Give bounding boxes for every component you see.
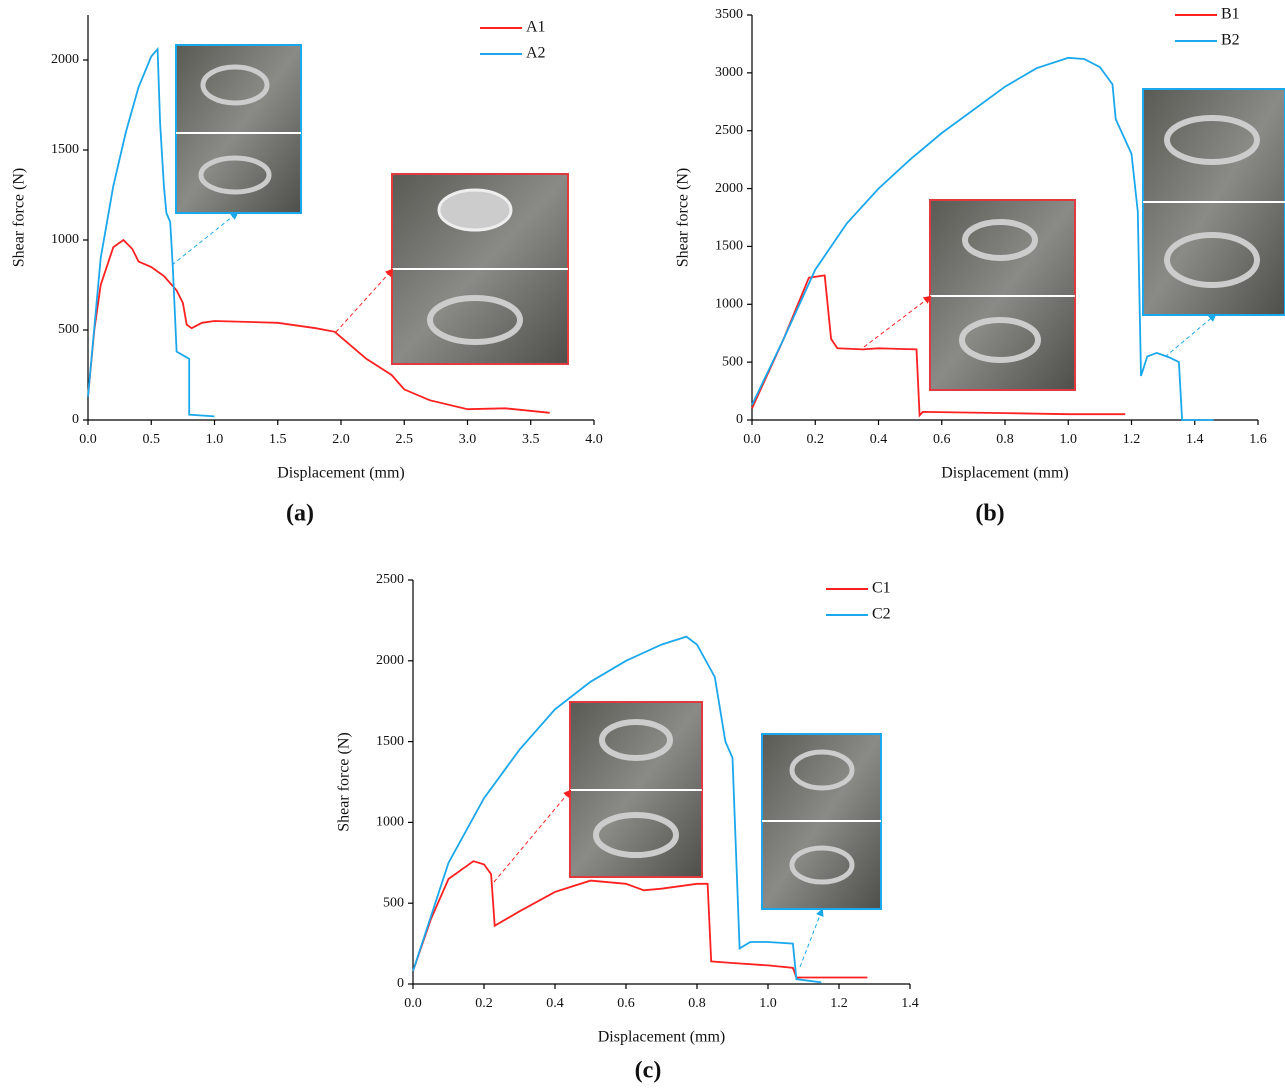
- insets: [171, 44, 1285, 968]
- x-tick-label: 0.6: [617, 996, 635, 1011]
- y-tick-label: 1000: [51, 232, 79, 247]
- x-tick-label: 0.2: [475, 996, 493, 1011]
- inset-photo: [391, 173, 569, 365]
- y-tick-label: 0: [397, 976, 404, 991]
- y-axis-label: Shear force (N): [675, 168, 692, 268]
- inset-photo: [761, 733, 882, 910]
- x-tick-label: 0.5: [143, 432, 161, 447]
- inset-photo: [175, 44, 302, 214]
- x-tick-label: 0.4: [546, 996, 564, 1011]
- x-tick-label: 1.0: [759, 996, 777, 1011]
- data-line: [87, 238, 550, 414]
- x-tick-label: 1.0: [1060, 432, 1078, 447]
- y-tick-label: 1000: [376, 815, 404, 830]
- legend-label: B1: [1221, 6, 1240, 23]
- pointer-arrow: [863, 295, 932, 348]
- y-tick-label: 2500: [376, 572, 404, 587]
- data-line: [412, 635, 822, 984]
- panel-label: (b): [975, 501, 1004, 527]
- x-tick-label: 1.4: [1186, 432, 1204, 447]
- y-tick-label: 500: [58, 322, 79, 337]
- x-tick-label: 0.2: [807, 432, 825, 447]
- y-tick-label: 0: [736, 412, 743, 427]
- y-tick-label: 2000: [715, 181, 743, 196]
- x-tick-label: 1.2: [830, 996, 848, 1011]
- pointer-arrow: [493, 789, 572, 883]
- x-axis-label: Displacement (mm): [277, 465, 405, 482]
- x-tick-label: 0.8: [996, 432, 1014, 447]
- x-tick-label: 2.0: [332, 432, 350, 447]
- data-line: [87, 46, 215, 418]
- pointer-arrow: [335, 268, 394, 333]
- y-tick-label: 1500: [715, 239, 743, 254]
- pointer-arrow: [799, 908, 824, 968]
- x-tick-label: 1.0: [206, 432, 224, 447]
- x-tick-label: 0.4: [870, 432, 888, 447]
- y-tick-label: 3000: [715, 65, 743, 80]
- x-axis-label: Displacement (mm): [598, 1029, 726, 1046]
- y-tick-label: 500: [722, 354, 743, 369]
- x-tick-label: 0.8: [688, 996, 706, 1011]
- data-line: [412, 860, 868, 979]
- y-tick-label: 1500: [51, 142, 79, 157]
- y-tick-label: 0: [72, 412, 79, 427]
- x-tick-label: 4.0: [585, 432, 603, 447]
- x-tick-label: 3.0: [459, 432, 477, 447]
- legend-label: C2: [872, 606, 891, 623]
- y-tick-label: 1000: [715, 297, 743, 312]
- y-tick-label: 3500: [715, 7, 743, 22]
- y-axis-label: Shear force (N): [336, 732, 353, 832]
- x-tick-label: 1.4: [901, 996, 919, 1011]
- x-axis-label: Displacement (mm): [941, 465, 1069, 482]
- y-tick-label: 2500: [715, 123, 743, 138]
- x-tick-label: 1.5: [269, 432, 287, 447]
- x-tick-label: 0.0: [743, 432, 761, 447]
- y-tick-label: 1500: [376, 734, 404, 749]
- pointer-arrow: [1164, 313, 1217, 358]
- y-tick-label: 2000: [376, 653, 404, 668]
- x-tick-label: 0.6: [933, 432, 951, 447]
- x-tick-label: 2.5: [396, 432, 414, 447]
- legend-label: A2: [526, 45, 546, 62]
- legend-label: A1: [526, 19, 546, 36]
- panel-label: (a): [286, 501, 314, 527]
- x-tick-label: 1.6: [1249, 432, 1267, 447]
- y-axis-label: Shear force (N): [11, 168, 28, 268]
- inset-photo: [569, 701, 703, 878]
- legend-label: C1: [872, 580, 891, 597]
- inset-photo: [929, 199, 1076, 391]
- x-tick-label: 3.5: [522, 432, 540, 447]
- data-line: [751, 56, 1214, 421]
- inset-photo: [1142, 88, 1285, 316]
- y-tick-label: 500: [383, 895, 404, 910]
- legend-label: B2: [1221, 32, 1240, 49]
- x-tick-label: 0.0: [404, 996, 422, 1011]
- panel-label: (c): [635, 1058, 662, 1084]
- pointer-arrow: [171, 211, 239, 266]
- x-tick-label: 0.0: [79, 432, 97, 447]
- x-tick-label: 1.2: [1123, 432, 1141, 447]
- y-tick-label: 2000: [51, 52, 79, 67]
